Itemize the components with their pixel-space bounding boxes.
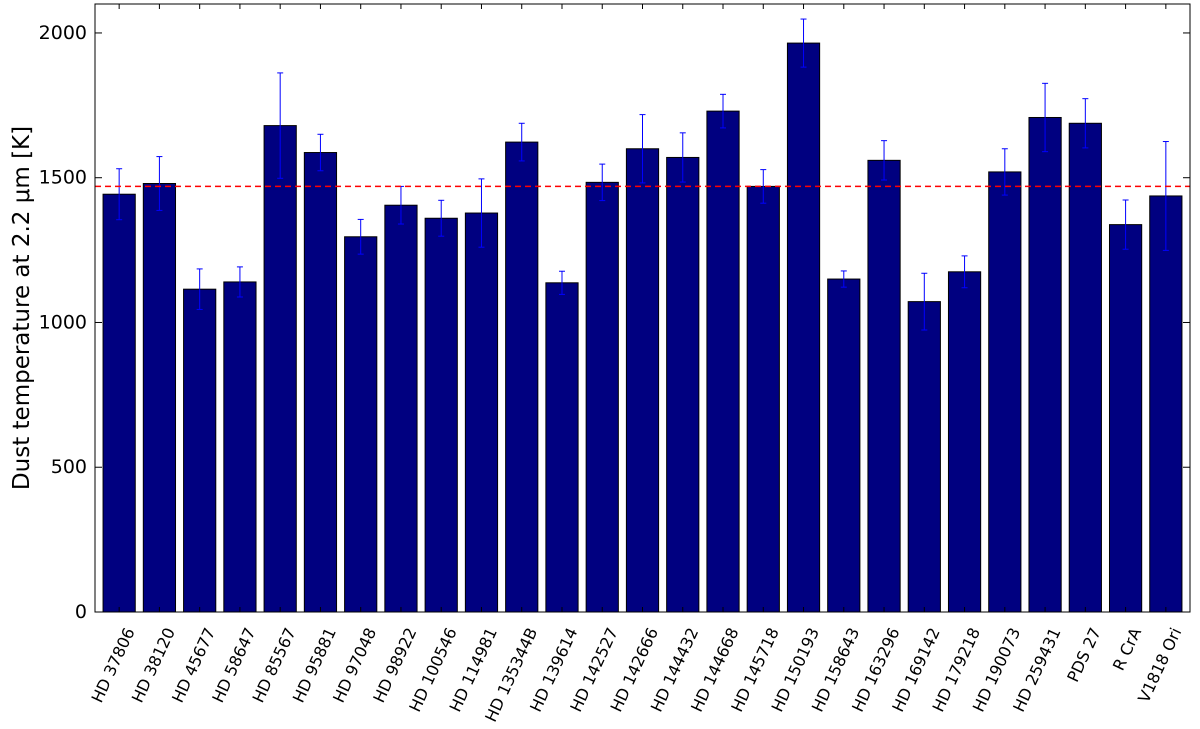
bar xyxy=(585,181,619,613)
bar xyxy=(1068,122,1102,613)
bar xyxy=(867,159,901,613)
bar xyxy=(424,217,458,613)
error-bar xyxy=(961,255,968,289)
bar xyxy=(263,125,297,613)
bar xyxy=(625,148,660,613)
error-bar xyxy=(518,122,525,162)
error-bar xyxy=(317,133,324,172)
bar xyxy=(947,271,982,613)
error-bars-layer xyxy=(116,18,1169,331)
bar xyxy=(827,278,861,613)
bar xyxy=(102,193,136,613)
error-bar xyxy=(760,169,767,204)
error-bar xyxy=(236,266,243,298)
error-bar xyxy=(720,93,727,129)
error-bar xyxy=(277,72,284,179)
bar xyxy=(1149,195,1183,613)
error-bar xyxy=(1042,82,1049,153)
bar xyxy=(223,281,257,613)
error-bar xyxy=(881,140,888,181)
error-bar xyxy=(1122,199,1129,250)
bar xyxy=(1108,224,1143,613)
y-tick-label: 1000 xyxy=(39,311,87,333)
bar xyxy=(384,204,418,613)
error-bar xyxy=(1001,148,1008,196)
error-bar xyxy=(558,270,565,295)
bar xyxy=(344,236,378,613)
error-bar xyxy=(156,156,163,211)
plot-frame xyxy=(94,3,1191,613)
error-bar xyxy=(599,163,606,202)
bar xyxy=(464,212,499,613)
error-bar xyxy=(438,199,445,237)
bar xyxy=(666,156,700,613)
error-bar xyxy=(921,272,928,331)
bar xyxy=(545,282,579,613)
error-bar xyxy=(800,18,807,68)
error-bar xyxy=(1162,141,1169,251)
x-tick-label: PDS 27 xyxy=(1063,625,1105,685)
error-bar xyxy=(1082,98,1089,149)
y-axis-label: Dust temperature at 2.2 μm [K] xyxy=(9,126,35,490)
y-tick-label: 500 xyxy=(51,456,87,478)
bar xyxy=(303,152,338,613)
y-tick-label: 2000 xyxy=(39,22,87,44)
x-tick-label: R CrA xyxy=(1109,625,1145,674)
bar xyxy=(746,185,780,613)
bar xyxy=(706,110,740,613)
bar xyxy=(142,183,177,613)
y-tick-label: 1500 xyxy=(39,167,87,189)
error-bar xyxy=(639,114,646,184)
bar xyxy=(907,301,941,613)
bar xyxy=(183,288,217,613)
bar xyxy=(505,141,539,613)
error-bar xyxy=(116,168,123,221)
y-tick-labels: 0 500 1000 1500 2000 xyxy=(39,22,87,623)
error-bar xyxy=(357,218,364,255)
bar xyxy=(786,42,821,613)
error-bar xyxy=(478,178,485,248)
bar xyxy=(1028,116,1062,613)
error-bar xyxy=(196,268,203,310)
error-bar xyxy=(840,270,847,288)
error-bar xyxy=(679,132,686,183)
bar xyxy=(988,171,1022,613)
y-tick-label: 0 xyxy=(75,601,87,623)
bars-layer xyxy=(102,42,1183,613)
